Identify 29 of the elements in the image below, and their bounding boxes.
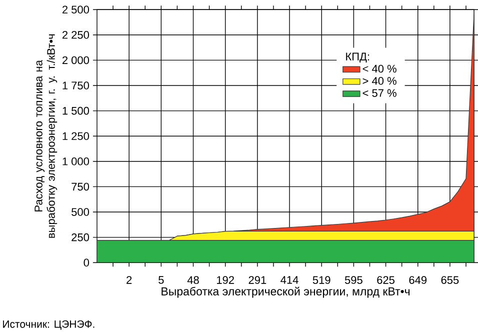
x-tick-label: 2 bbox=[126, 276, 132, 284]
y-tick-label: 250 bbox=[72, 233, 90, 242]
y-tick-label: 500 bbox=[72, 208, 90, 216]
legend-label: < 57 % bbox=[362, 89, 396, 97]
x-tick-label: 192 bbox=[217, 276, 234, 284]
text: Источник: ЦЭНЭФ. bbox=[3, 320, 94, 330]
x-tick-label: 48 bbox=[187, 276, 199, 284]
y-axis-title: Расход условного топлива на выработку электроэнергии, г. у. т./кВт•ч bbox=[34, 34, 58, 238]
x-tick-label: 414 bbox=[280, 276, 298, 284]
y-tick-label: 2 250 bbox=[62, 31, 90, 39]
legend-title: КПД: bbox=[346, 52, 370, 63]
y-tick-label: 0 bbox=[84, 258, 90, 266]
y-tick-label: 2 000 bbox=[62, 56, 90, 64]
x-tick-label: 5 bbox=[158, 276, 164, 284]
x-tick-label: 519 bbox=[312, 276, 330, 284]
x-tick-label: 625 bbox=[377, 276, 394, 284]
y-tick-label: 750 bbox=[72, 182, 90, 191]
y-tick-label: 1 000 bbox=[62, 158, 90, 166]
y-tick-label: 2 500 bbox=[62, 6, 90, 14]
legend-label: < 40 % bbox=[362, 64, 396, 73]
x-tick-label: 649 bbox=[409, 276, 427, 284]
x-tick-label: 291 bbox=[248, 276, 266, 284]
y-tick-label: 1 250 bbox=[62, 132, 90, 140]
y-tick-label: 1 750 bbox=[62, 82, 90, 90]
x-tick-label: 655 bbox=[441, 276, 459, 284]
legend-label: > 40 % bbox=[362, 77, 396, 85]
y-tick-label: 1 500 bbox=[62, 106, 90, 115]
x-tick-label: 595 bbox=[344, 276, 362, 284]
x-axis-title: Выработка электрической энергии, млрд кВт•ч bbox=[162, 286, 410, 298]
